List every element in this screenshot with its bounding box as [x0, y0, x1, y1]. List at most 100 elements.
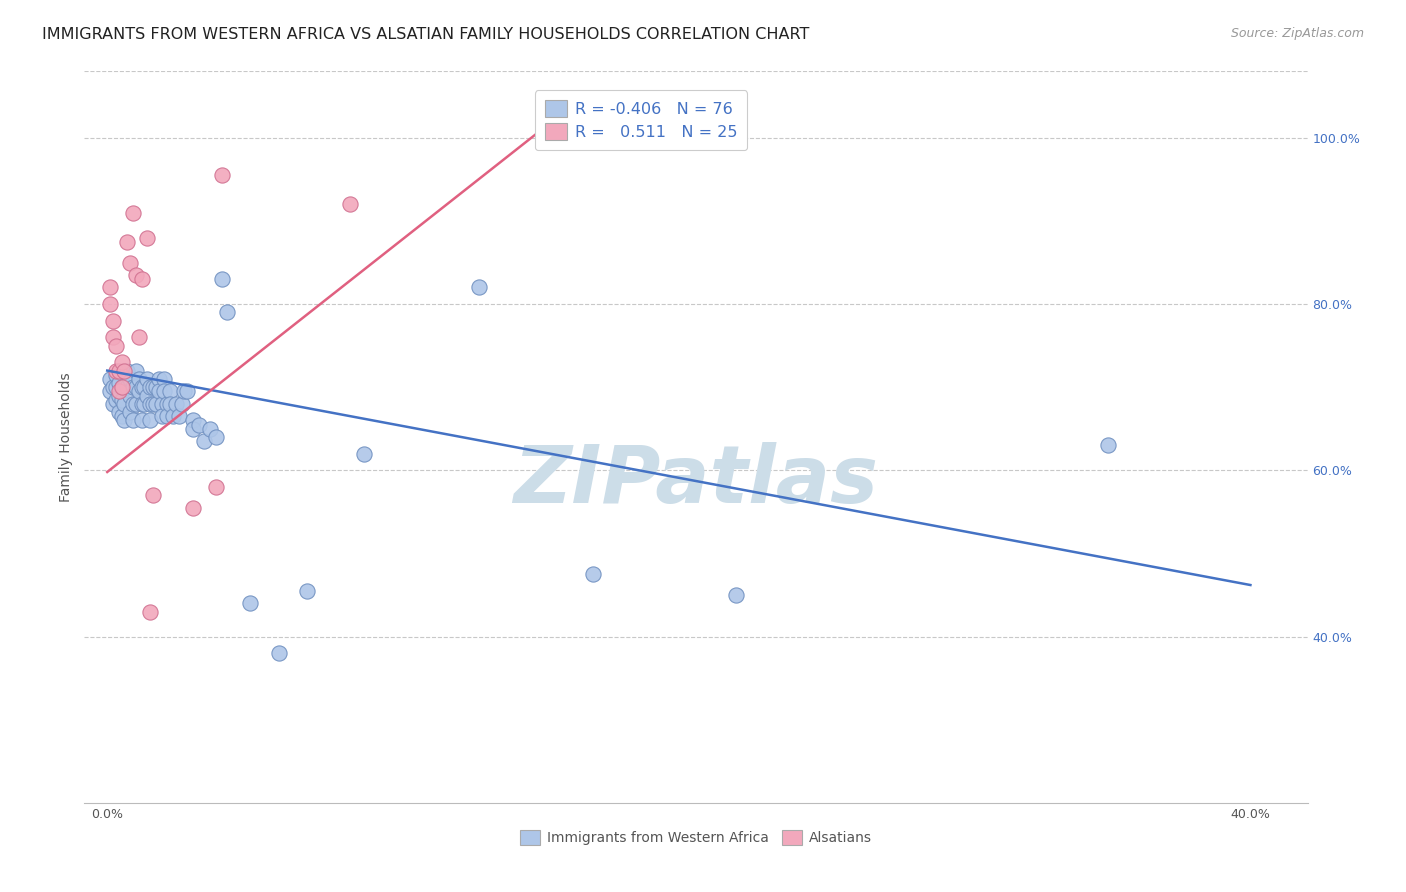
Text: IMMIGRANTS FROM WESTERN AFRICA VS ALSATIAN FAMILY HOUSEHOLDS CORRELATION CHART: IMMIGRANTS FROM WESTERN AFRICA VS ALSATI…	[42, 27, 810, 42]
Point	[139, 605, 162, 619]
Point	[142, 397, 165, 411]
Point	[150, 409, 173, 424]
Point	[167, 409, 190, 424]
Point	[142, 488, 165, 502]
Point	[136, 230, 159, 244]
Point	[181, 422, 204, 436]
Point	[115, 363, 138, 377]
Point	[156, 397, 179, 411]
Point	[110, 409, 132, 424]
Point	[538, 114, 561, 128]
Point	[107, 384, 129, 399]
Point	[112, 363, 135, 377]
Point	[122, 380, 145, 394]
Point	[148, 372, 170, 386]
Point	[107, 363, 129, 377]
Point	[150, 397, 173, 411]
Point	[104, 368, 127, 382]
Point	[128, 372, 150, 386]
Point	[159, 397, 181, 411]
Point	[159, 384, 181, 399]
Point	[205, 430, 228, 444]
Point	[131, 397, 153, 411]
Point	[156, 409, 179, 424]
Point	[131, 413, 153, 427]
Point	[112, 380, 135, 394]
Point	[110, 392, 132, 407]
Point	[120, 405, 142, 419]
Point	[98, 297, 121, 311]
Point	[162, 409, 184, 424]
Point	[101, 314, 124, 328]
Point	[128, 330, 150, 344]
Point	[115, 380, 138, 394]
Point	[110, 380, 132, 394]
Point	[173, 384, 195, 399]
Point	[98, 372, 121, 386]
Point	[134, 380, 156, 394]
Point	[176, 384, 198, 399]
Point	[136, 388, 159, 402]
Point	[125, 380, 148, 394]
Point	[120, 388, 142, 402]
Point	[107, 405, 129, 419]
Point	[339, 197, 361, 211]
Point	[205, 480, 228, 494]
Point	[139, 380, 162, 394]
Point	[145, 397, 167, 411]
Point	[217, 305, 239, 319]
Point	[724, 588, 747, 602]
Point	[101, 330, 124, 344]
Text: Source: ZipAtlas.com: Source: ZipAtlas.com	[1230, 27, 1364, 40]
Point	[101, 397, 124, 411]
Point	[165, 397, 187, 411]
Point	[181, 500, 204, 515]
Point	[181, 413, 204, 427]
Point	[122, 397, 145, 411]
Y-axis label: Family Households: Family Households	[59, 372, 73, 502]
Point	[1097, 438, 1119, 452]
Point	[120, 255, 142, 269]
Point	[104, 363, 127, 377]
Point	[211, 168, 233, 182]
Point	[110, 380, 132, 394]
Point	[170, 397, 193, 411]
Point	[131, 380, 153, 394]
Point	[267, 646, 290, 660]
Point	[107, 376, 129, 390]
Point	[122, 413, 145, 427]
Point	[134, 397, 156, 411]
Point	[125, 397, 148, 411]
Point	[128, 384, 150, 399]
Text: ZIPatlas: ZIPatlas	[513, 442, 879, 520]
Point	[187, 417, 209, 432]
Point	[582, 567, 605, 582]
Point	[198, 422, 221, 436]
Point	[139, 397, 162, 411]
Point	[125, 268, 148, 282]
Point	[107, 388, 129, 402]
Point	[104, 380, 127, 394]
Point	[211, 272, 233, 286]
Point	[98, 384, 121, 399]
Point	[153, 372, 176, 386]
Point	[104, 392, 127, 407]
Point	[139, 413, 162, 427]
Point	[1197, 841, 1219, 855]
Point	[468, 280, 491, 294]
Point	[239, 596, 262, 610]
Point	[145, 380, 167, 394]
Point	[112, 397, 135, 411]
Point	[115, 235, 138, 249]
Point	[297, 583, 319, 598]
Point	[122, 205, 145, 219]
Point	[353, 447, 375, 461]
Point	[125, 363, 148, 377]
Point	[104, 339, 127, 353]
Point	[110, 355, 132, 369]
Legend: Immigrants from Western Africa, Alsatians: Immigrants from Western Africa, Alsatian…	[515, 824, 877, 851]
Point	[112, 413, 135, 427]
Point	[98, 280, 121, 294]
Point	[101, 380, 124, 394]
Point	[153, 384, 176, 399]
